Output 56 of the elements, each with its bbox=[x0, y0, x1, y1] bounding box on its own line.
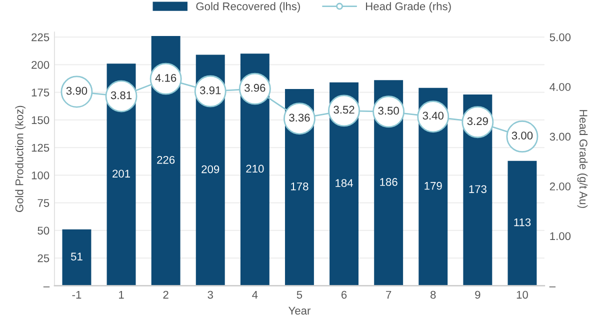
x-tick-label: 3 bbox=[208, 290, 213, 299]
y-tick-label: 75 bbox=[38, 199, 50, 207]
x-tick-label: 6 bbox=[342, 290, 347, 299]
y2-axis-title: Head Grade (g/t Au) bbox=[577, 110, 588, 208]
y-tick-label: 25 bbox=[38, 254, 50, 262]
y2-tick-label: 5.00 bbox=[550, 33, 571, 42]
data-label: 210 bbox=[246, 164, 264, 173]
x-tick-label: 10 bbox=[516, 290, 528, 299]
y-tick-label: 125 bbox=[32, 144, 50, 152]
bar bbox=[508, 160, 537, 286]
data-label: 3.52 bbox=[334, 106, 354, 114]
data-label: 209 bbox=[202, 165, 220, 174]
y-tick-label: 175 bbox=[32, 88, 50, 96]
y2-tick-label: – bbox=[549, 286, 556, 288]
data-label: 3.40 bbox=[422, 112, 444, 120]
y2-tick-label: 4.00 bbox=[550, 83, 571, 91]
data-label: 201 bbox=[112, 170, 130, 178]
data-label: 186 bbox=[380, 178, 398, 186]
legend-label: Head Grade (rhs) bbox=[366, 2, 451, 12]
y-tick-label: 200 bbox=[32, 60, 50, 69]
bar bbox=[62, 229, 92, 286]
data-label: 3.90 bbox=[66, 86, 88, 95]
y-tick-label: 50 bbox=[38, 226, 50, 235]
data-label: 178 bbox=[291, 182, 308, 190]
data-label: 4.16 bbox=[155, 74, 176, 82]
x-tick-label: 5 bbox=[296, 290, 302, 299]
x-axis-title: Year bbox=[288, 306, 311, 315]
data-label: 3.96 bbox=[244, 84, 266, 92]
x-tick-label: 4 bbox=[252, 290, 258, 299]
data-label: 3.29 bbox=[467, 117, 488, 126]
x-tick-label: 1 bbox=[119, 290, 124, 299]
x-tick-label: 9 bbox=[475, 290, 480, 299]
y2-tick-label: 1.00 bbox=[550, 232, 571, 240]
data-label: 3.36 bbox=[289, 114, 310, 122]
data-label: 51 bbox=[70, 252, 82, 260]
legend-label: Gold Recovered (lhs) bbox=[196, 2, 300, 12]
data-label: 3.00 bbox=[512, 132, 533, 140]
data-label: 173 bbox=[469, 185, 486, 194]
x-tick-label: -1 bbox=[72, 290, 82, 299]
data-label: 184 bbox=[336, 179, 353, 188]
y-axis-title: Gold Production (koz) bbox=[15, 106, 26, 212]
data-label: 3.91 bbox=[200, 86, 221, 94]
y-tick-label: – bbox=[43, 286, 50, 288]
data-label: 113 bbox=[514, 218, 531, 226]
data-label: 179 bbox=[424, 182, 442, 190]
x-tick-label: 8 bbox=[430, 290, 436, 299]
y-tick-label: 100 bbox=[32, 171, 50, 180]
data-label: 3.50 bbox=[378, 106, 399, 115]
y2-tick-label: 3.00 bbox=[550, 132, 571, 141]
x-tick-label: 7 bbox=[386, 290, 392, 299]
data-label: 226 bbox=[157, 156, 175, 164]
data-label: 3.81 bbox=[110, 91, 132, 100]
y-tick-label: 225 bbox=[32, 33, 50, 42]
y-tick-label: 150 bbox=[32, 116, 50, 124]
x-tick-label: 2 bbox=[163, 290, 168, 299]
y2-tick-label: 2.00 bbox=[550, 182, 571, 190]
